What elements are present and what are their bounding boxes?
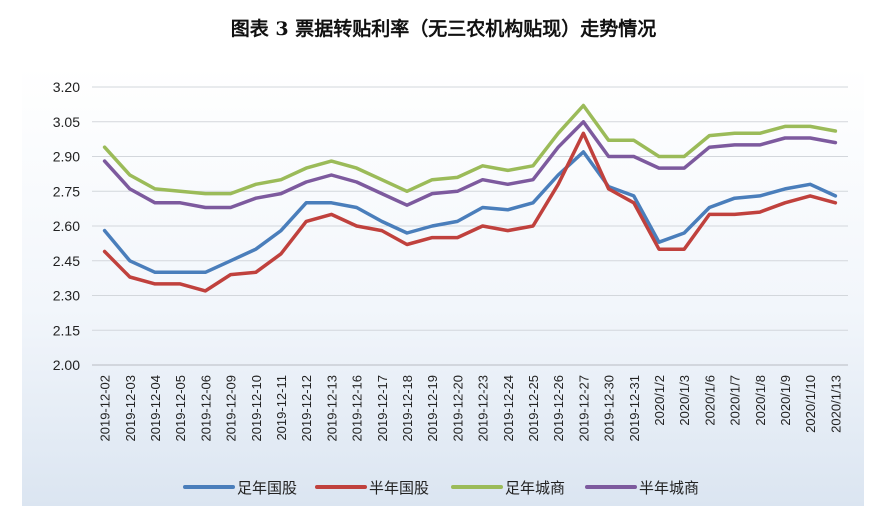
series-line xyxy=(102,150,838,275)
legend-label: 半年国股 xyxy=(369,479,429,497)
x-tick-label: 2020/1/13 xyxy=(828,375,843,433)
series-line xyxy=(102,103,838,196)
legend-label: 半年城商 xyxy=(639,479,699,497)
x-tick-label: 2019-12-04 xyxy=(148,375,163,442)
x-tick-label: 2019-12-31 xyxy=(627,375,642,442)
series-lines xyxy=(102,103,838,293)
x-tick-label: 2019-12-05 xyxy=(173,375,188,442)
chart-panel xyxy=(22,66,864,506)
y-tick-label: 2.60 xyxy=(53,218,80,234)
x-tick-label: 2019-12-26 xyxy=(551,375,566,442)
y-tick-label: 2.00 xyxy=(53,357,80,373)
x-tick-label: 2019-12-12 xyxy=(299,375,314,442)
x-tick-label: 2019-12-11 xyxy=(274,375,289,441)
x-tick-label: 2019-12-19 xyxy=(425,375,440,442)
x-tick-label: 2019-12-18 xyxy=(400,375,415,442)
y-tick-label: 2.30 xyxy=(53,288,80,304)
x-tick-label: 2019-12-16 xyxy=(350,375,365,442)
legend: 足年国股 半年国股 足年城商 半年城商 xyxy=(183,479,699,497)
x-tick-label: 2020/1/9 xyxy=(778,375,793,426)
series-line xyxy=(102,120,838,210)
y-tick-label: 2.45 xyxy=(53,253,80,269)
x-tick-label: 2020/1/8 xyxy=(753,375,768,426)
x-tick-label: 2019-12-09 xyxy=(224,375,239,442)
x-tick-label: 2020/1/7 xyxy=(728,375,743,426)
series-line xyxy=(102,131,838,293)
x-tick-label: 2019-12-06 xyxy=(198,375,213,442)
y-tick-label: 3.05 xyxy=(53,114,80,130)
x-tick-label: 2019-12-03 xyxy=(123,375,138,442)
y-tick-label: 3.20 xyxy=(53,79,80,95)
y-tick-label: 2.15 xyxy=(53,322,80,338)
y-tick-label: 2.90 xyxy=(53,149,80,165)
y-axis-ticks: 2.00 2.15 2.30 2.45 2.60 2.75 2.90 3.05 3.20 xyxy=(53,79,80,373)
x-tick-label: 2020/1/6 xyxy=(702,375,717,426)
legend-label: 足年国股 xyxy=(237,479,297,497)
y-tick-label: 2.75 xyxy=(53,183,80,199)
x-tick-label: 2019-12-13 xyxy=(324,375,339,442)
legend-label: 足年城商 xyxy=(505,479,565,497)
chart-title: 图表 3 票据转贴利率（无三农机构贴现）走势情况 xyxy=(230,18,657,40)
x-tick-label: 2020/1/3 xyxy=(677,375,692,426)
x-tick-label: 2019-12-02 xyxy=(98,375,113,442)
grid-lines xyxy=(92,86,848,366)
x-tick-label: 2020/1/2 xyxy=(652,375,667,426)
x-tick-label: 2019-12-20 xyxy=(450,375,465,442)
x-tick-label: 2019-12-27 xyxy=(576,375,591,442)
x-axis-ticks: 2019-12-02 2019-12-03 2019-12-04 2019-12-05… xyxy=(98,375,844,442)
x-tick-label: 2019-12-25 xyxy=(526,375,541,442)
x-tick-label: 2019-12-17 xyxy=(375,375,390,442)
x-tick-label: 2019-12-23 xyxy=(476,375,491,442)
x-tick-label: 2019-12-24 xyxy=(501,375,516,442)
x-tick-label: 2020/1/10 xyxy=(803,375,818,433)
x-tick-label: 2019-12-10 xyxy=(249,375,264,442)
x-tick-label: 2019-12-30 xyxy=(602,375,617,442)
